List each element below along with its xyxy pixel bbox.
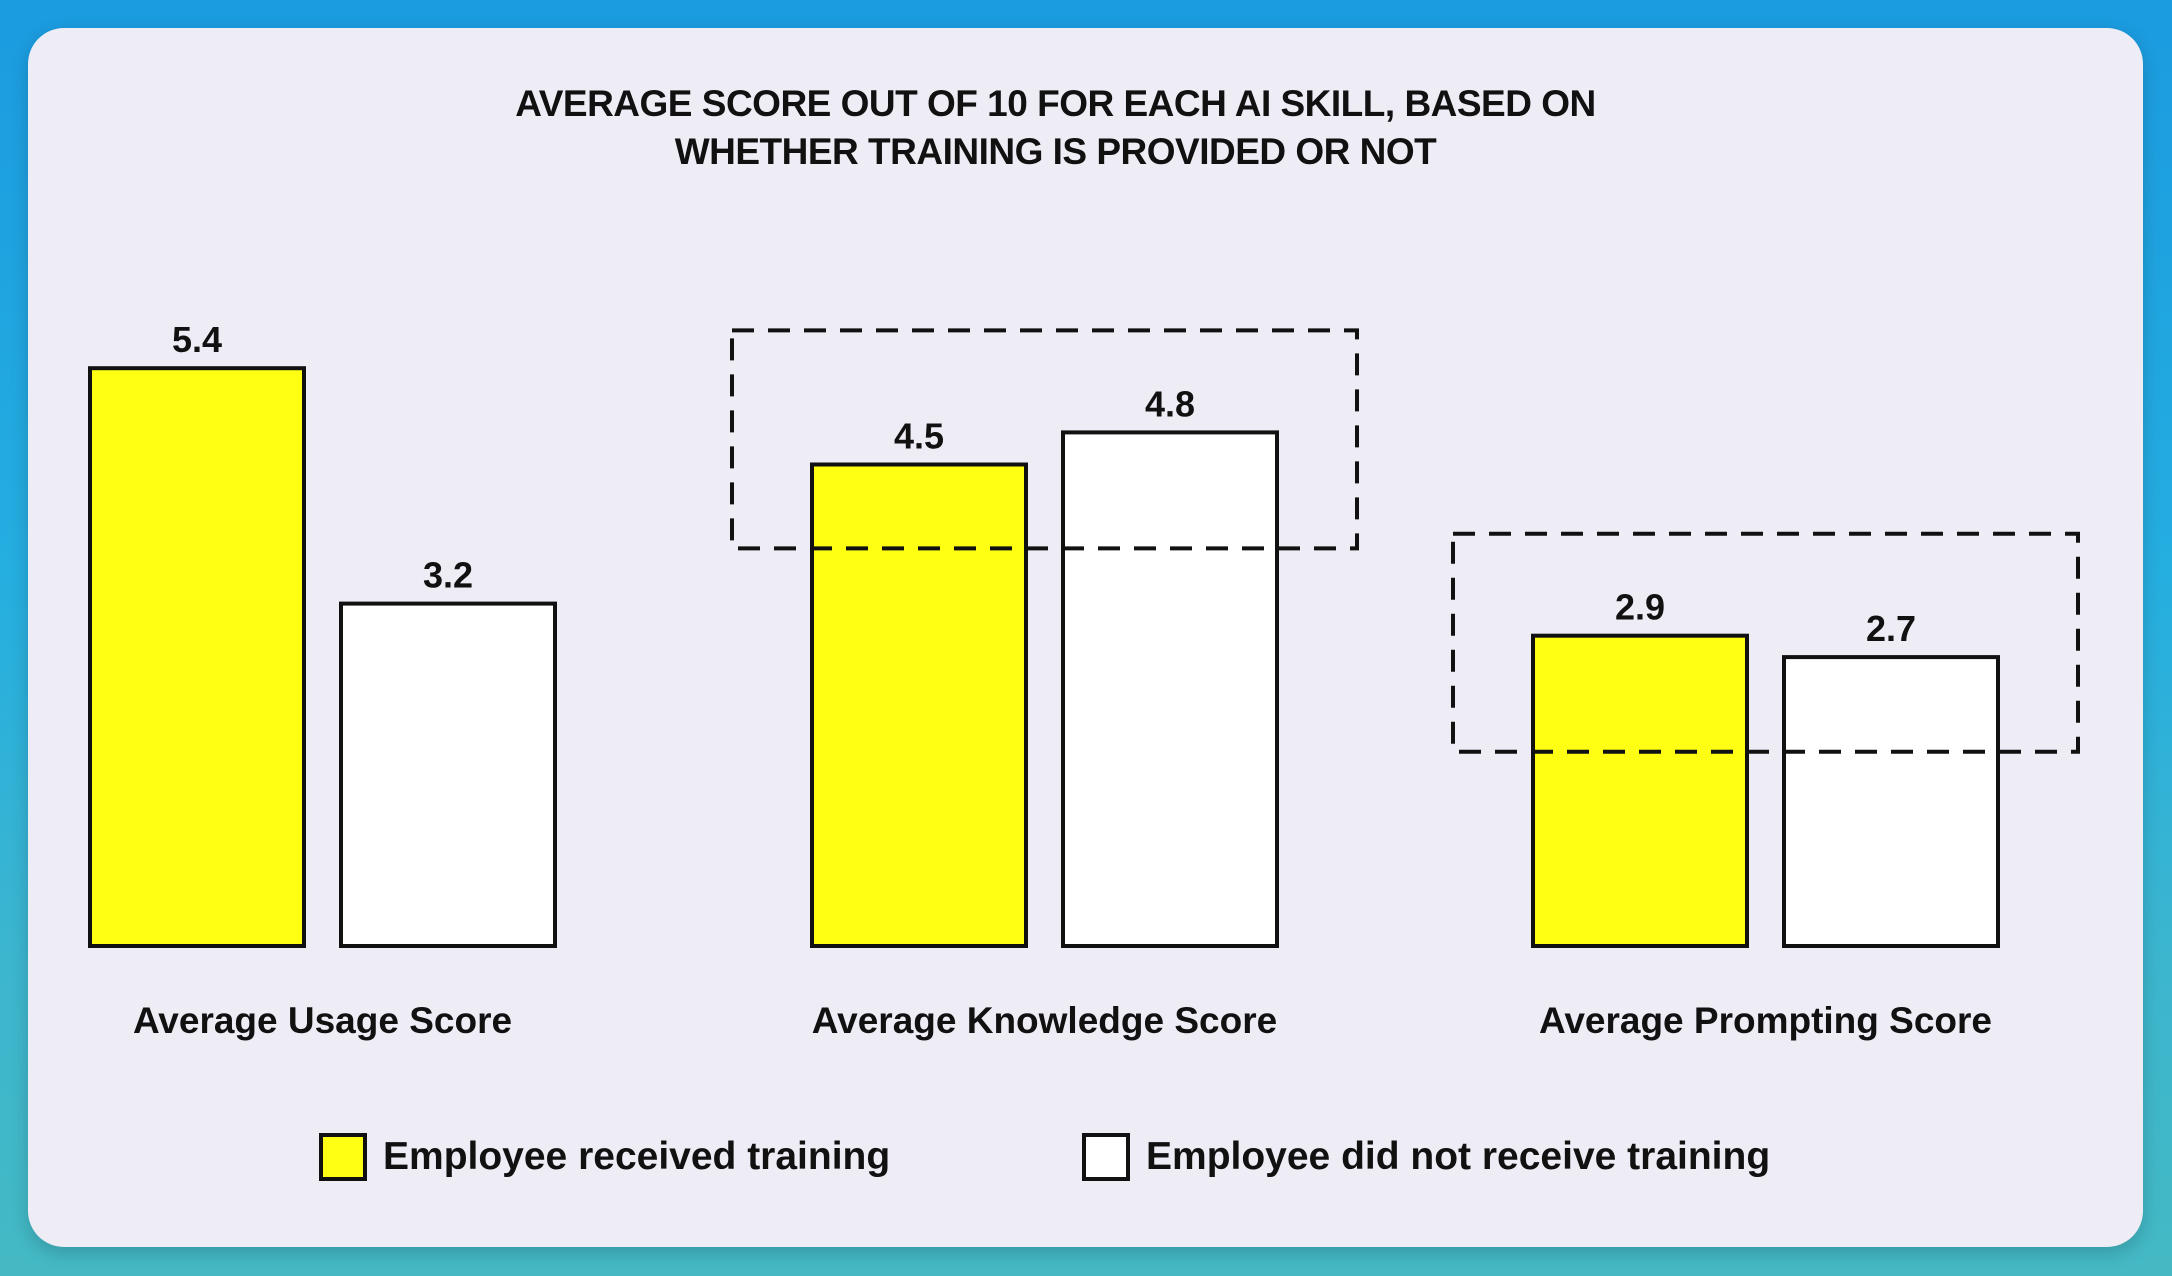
chart-title-line-1: AVERAGE SCORE OUT OF 10 FOR EACH AI SKIL… — [515, 83, 1596, 124]
chart-title: AVERAGE SCORE OUT OF 10 FOR EACH AI SKIL… — [28, 80, 2083, 176]
value-label-trained-2: 4.5 — [894, 416, 944, 457]
value-label-trained-3: 2.9 — [1615, 587, 1665, 628]
bar-untrained-1 — [339, 601, 557, 948]
legend-label-untrained: Employee did not receive training — [1146, 1135, 1771, 1178]
legend-swatch-untrained — [1082, 1133, 1130, 1181]
chart-legend: Employee received training Employee did … — [28, 1133, 2143, 1213]
chart-title-line-2: WHETHER TRAINING IS PROVIDED OR NOT — [674, 131, 1437, 172]
legend-label-trained: Employee received training — [383, 1135, 891, 1178]
chart-card: AVERAGE SCORE OUT OF 10 FOR EACH AI SKIL… — [28, 28, 2143, 1247]
bar-untrained-3 — [1782, 655, 2000, 948]
bar-trained-2 — [810, 462, 1028, 948]
legend-item-untrained: Employee did not receive training — [1082, 1133, 1770, 1181]
category-label-1: Average Usage Score — [133, 1000, 512, 1041]
legend-swatch-trained — [319, 1133, 367, 1181]
value-label-trained-1: 5.4 — [172, 319, 222, 360]
value-label-untrained-1: 3.2 — [423, 555, 473, 596]
bar-trained-3 — [1531, 633, 1749, 948]
highlight-box-2 — [730, 328, 1359, 551]
bar-chart: 5.4 3.2 Average Usage Score 4.5 4.8 Average K… — [88, 319, 2080, 1041]
bar-untrained-2 — [1061, 430, 1279, 948]
value-label-untrained-3: 2.7 — [1866, 608, 1916, 649]
value-label-untrained-2: 4.8 — [1145, 383, 1195, 424]
bar-trained-1 — [88, 366, 306, 948]
category-label-3: Average Prompting Score — [1539, 1000, 1992, 1041]
legend-item-trained: Employee received training — [319, 1133, 890, 1181]
highlight-box-3 — [1451, 531, 2080, 754]
category-label-2: Average Knowledge Score — [812, 1000, 1277, 1041]
